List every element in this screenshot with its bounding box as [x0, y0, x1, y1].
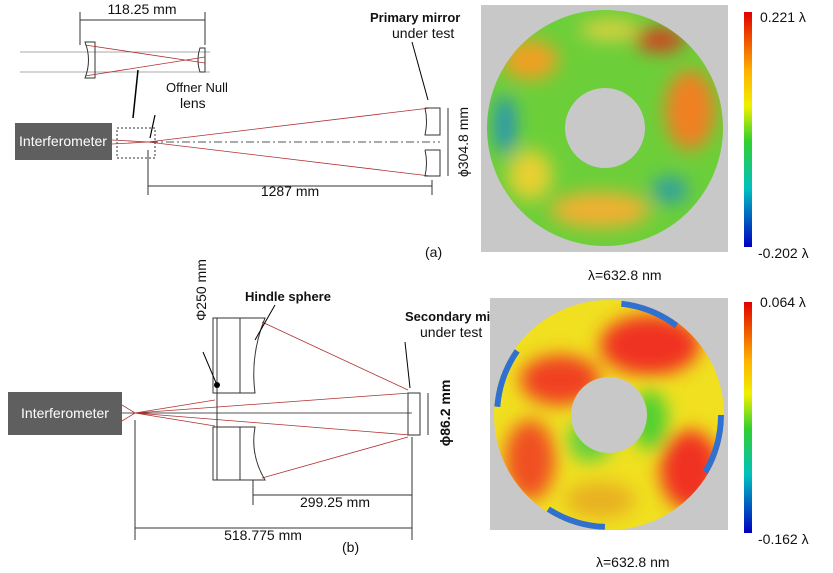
setup-b: Interferometer Φ250 mm Hindle sphere Sec… [8, 259, 513, 555]
mirror-label: Primary mirror [370, 10, 460, 25]
distance-total: 518.775 mm [224, 527, 302, 543]
map-b: 0.064 λ -0.162 λ λ=632.8 nm [490, 294, 809, 570]
inset-dimension: 118.25 mm [108, 1, 177, 17]
mirror-diameter: ϕ304.8 mm [455, 107, 471, 177]
mirror-label: under test [420, 324, 482, 340]
sphere-label: Hindle sphere [245, 289, 331, 304]
setup-a: 118.25 mm Interferometer Offner Null len… [15, 1, 471, 260]
map-min: -0.162 λ [758, 531, 809, 547]
wavelength: λ=632.8 nm [596, 554, 670, 570]
distance-label: 1287 mm [261, 183, 319, 199]
figure: 118.25 mm Interferometer Offner Null len… [0, 0, 833, 573]
source-label: Interferometer [19, 133, 107, 149]
mirror-diameter: ϕ86.2 mm [437, 380, 453, 447]
distance-sphere: 299.25 mm [300, 494, 370, 510]
map-max: 0.221 λ [760, 9, 806, 25]
map-a: 0.221 λ -0.202 λ λ=632.8 nm [481, 5, 809, 283]
source-label: Interferometer [21, 405, 109, 421]
mirror-label: under test [392, 25, 454, 41]
sphere-diameter: Φ250 mm [193, 259, 209, 321]
map-min: -0.202 λ [758, 245, 809, 261]
map-max: 0.064 λ [760, 294, 806, 310]
null-lens-label: Offner Null [166, 80, 228, 95]
panel-label: (a) [425, 244, 442, 260]
panel-label: (b) [342, 539, 359, 555]
wavelength: λ=632.8 nm [588, 267, 662, 283]
null-lens-label: lens [180, 95, 206, 111]
